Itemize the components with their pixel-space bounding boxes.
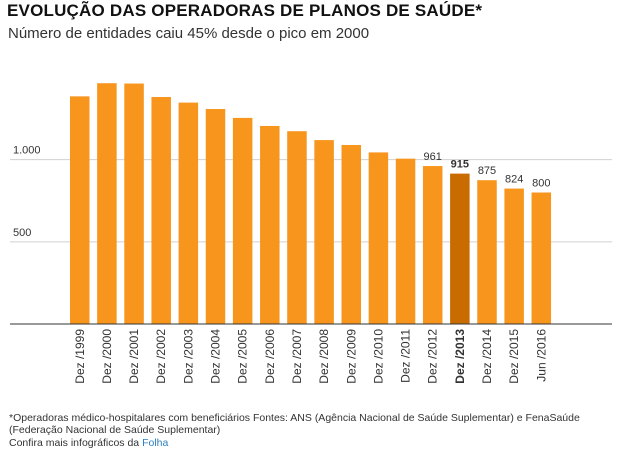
y-tick-label: 1.000 xyxy=(13,145,41,157)
bar xyxy=(422,166,443,324)
x-tick-label: Dez /2002 xyxy=(154,329,168,384)
x-tick-label: Dez /2001 xyxy=(127,329,141,384)
x-tick-label: Dez /2006 xyxy=(263,329,277,384)
x-tick-label: Dez /2005 xyxy=(236,329,250,384)
x-tick-label: Dez /1999 xyxy=(73,329,87,384)
bar xyxy=(368,152,389,324)
bar xyxy=(178,102,199,324)
y-tick-label: 500 xyxy=(13,227,31,239)
data-label: 875 xyxy=(478,165,496,177)
bar xyxy=(205,109,226,325)
x-tick-label: Dez /2009 xyxy=(344,329,358,384)
chart-title: EVOLUÇÃO DAS OPERADORAS DE PLANOS DE SAÚ… xyxy=(7,1,483,20)
bar xyxy=(531,192,552,324)
x-tick-label: Dez /2008 xyxy=(317,329,331,384)
bar xyxy=(504,188,524,324)
bar xyxy=(124,83,144,324)
x-tick-label: Dez /2000 xyxy=(100,329,114,384)
x-tick-label: Dez /2010 xyxy=(371,329,385,384)
x-tick-label: Dez /2014 xyxy=(480,329,494,384)
source-footnote: *Operadoras médico-hospitalares com bene… xyxy=(9,412,580,436)
chart-subtitle: Número de entidades caiu 45% desde o pic… xyxy=(8,25,370,42)
bar xyxy=(232,117,253,324)
x-tick-label: Dez /2015 xyxy=(507,329,521,384)
bar xyxy=(151,97,171,325)
bar xyxy=(260,125,280,324)
bar xyxy=(70,96,90,324)
data-label: 800 xyxy=(532,178,550,190)
data-label: 961 xyxy=(424,151,442,163)
bar xyxy=(395,158,416,324)
bar xyxy=(314,140,334,324)
bar xyxy=(287,131,307,324)
bar-chart: 500 1.000 Dez /1999 Dez /2000 Dez /2001 Dez /… xyxy=(10,83,612,384)
bar xyxy=(450,173,470,324)
bar xyxy=(97,83,117,325)
folha-link[interactable]: Folha xyxy=(142,437,169,449)
data-label: 915 xyxy=(451,159,469,171)
x-tick-label: Jun /2016 xyxy=(534,329,548,382)
x-tick-label: Dez /2007 xyxy=(290,329,304,384)
more-infographics: Confira mais infográficos da Folha xyxy=(9,437,168,449)
bar xyxy=(477,180,497,324)
x-tick-label: Dez /2004 xyxy=(209,329,223,384)
x-tick-label: Dez /2013 xyxy=(453,329,467,384)
data-label: 824 xyxy=(505,174,523,186)
x-tick-label: Dez /2003 xyxy=(181,329,195,384)
x-tick-label: Dez /2011 xyxy=(399,329,413,383)
more-infographics-text: Confira mais infográficos da xyxy=(9,437,143,449)
x-tick-label: Dez /2012 xyxy=(426,329,440,384)
bar xyxy=(341,145,361,324)
